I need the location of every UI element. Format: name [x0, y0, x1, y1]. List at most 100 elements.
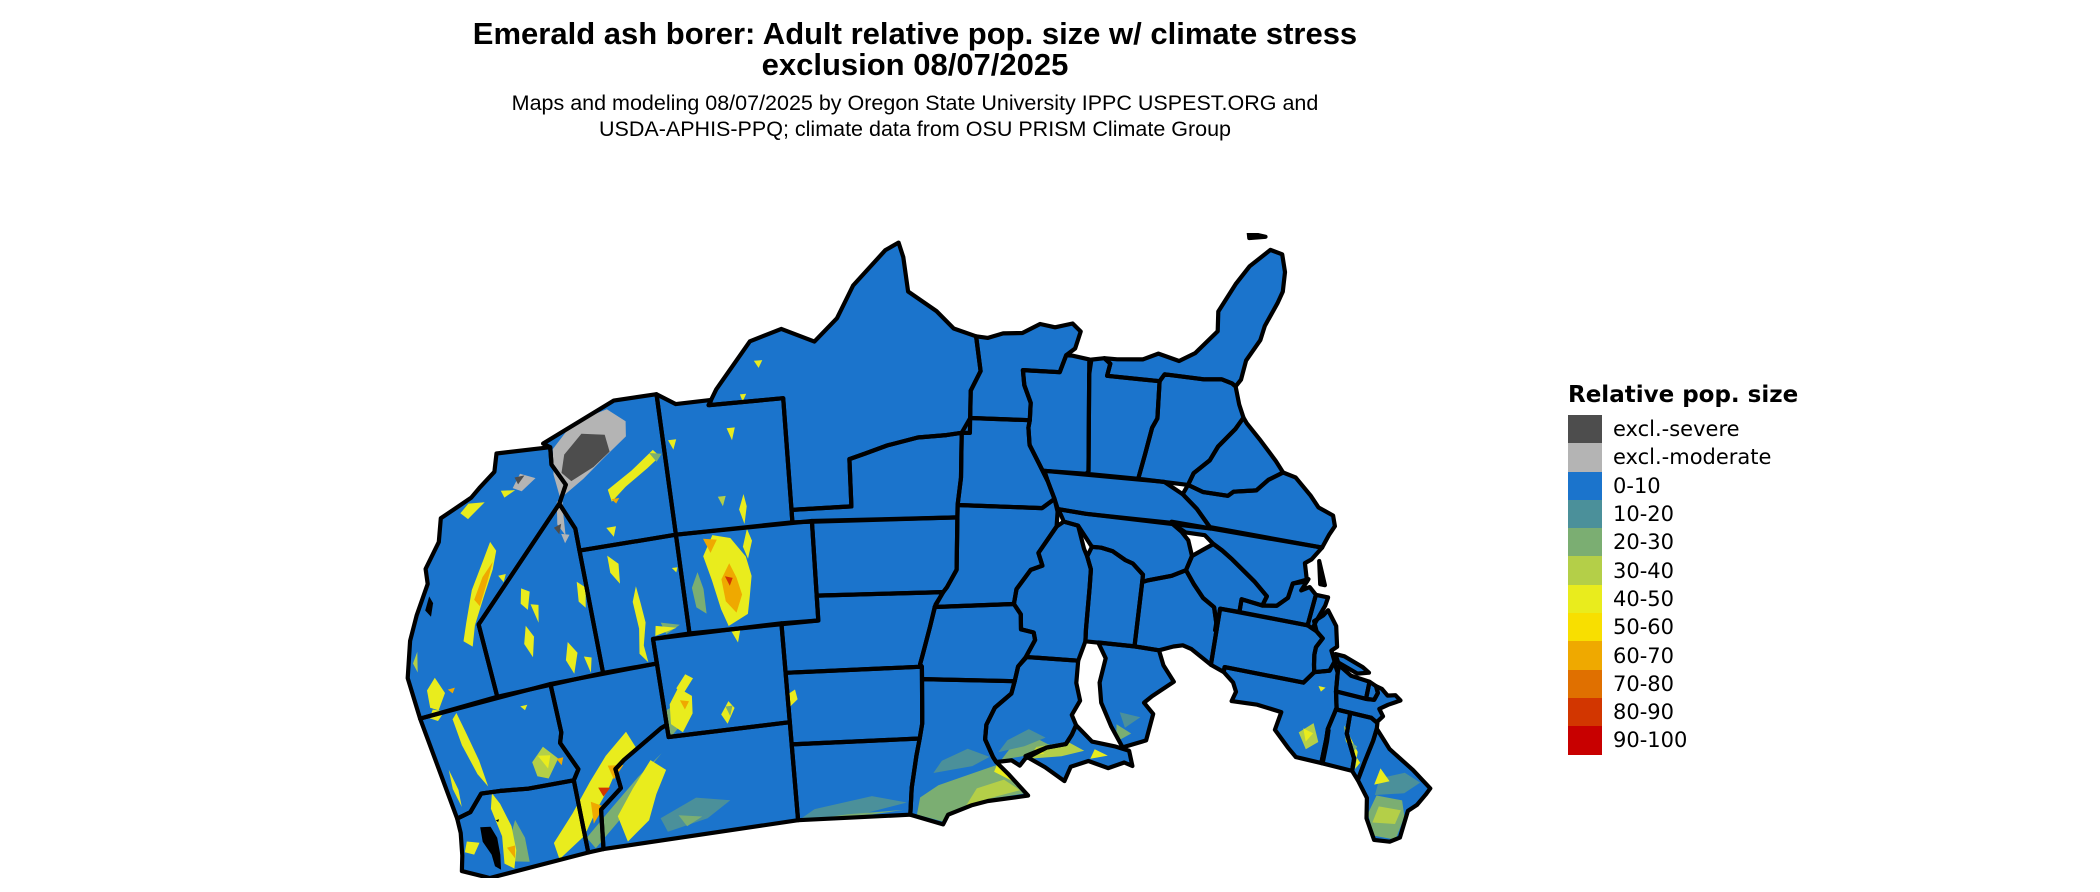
state-fill-MO [934, 498, 1058, 607]
legend-swatch-sev [1568, 415, 1602, 444]
terrain-patch-g [691, 572, 707, 614]
state-fill-OH [1134, 570, 1217, 665]
legend-item: excl.-severe [1568, 415, 1798, 444]
terrain-patch-y [606, 526, 616, 537]
terrain-patch-y [537, 755, 551, 769]
legend-swatch-gold [1568, 613, 1602, 642]
legend-swatch-r [1568, 726, 1602, 755]
terrain-patch-t [798, 796, 907, 821]
terrain-patch-y [1318, 686, 1326, 692]
legend-item: 30-40 [1568, 556, 1798, 585]
terrain-patch-y [676, 674, 693, 695]
legend-title: Relative pop. size [1568, 382, 1799, 408]
terrain-patch-mod [561, 533, 570, 544]
water-mark [495, 819, 500, 823]
terrain-patch-ro [724, 576, 733, 586]
legend-item: 50-60 [1568, 613, 1798, 642]
terrain-overlay [413, 360, 1421, 870]
legend-label: 30-40 [1613, 558, 1675, 583]
state-fill-NY [1223, 654, 1369, 764]
terrain-patch-ro [598, 787, 611, 797]
terrain-patch-o [679, 700, 689, 710]
state-border-NJ [1311, 608, 1340, 675]
legend-swatch-t [1568, 499, 1602, 529]
terrain-patch-y [553, 731, 636, 860]
terrain-patch-yg [1028, 741, 1085, 759]
state-fill-PA [1210, 608, 1323, 683]
terrain-patch-g [649, 453, 662, 462]
state-fill-WI [985, 657, 1081, 766]
legend-item: 10-20 [1568, 499, 1798, 529]
legend-item: 0-10 [1568, 471, 1798, 500]
subtitle-line-1: Maps and modeling 08/07/2025 by Oregon S… [511, 91, 1319, 115]
terrain-patch-y [1374, 768, 1390, 785]
terrain-patch-t [998, 729, 1046, 753]
legend-label: 0-10 [1613, 473, 1661, 498]
legend-swatch-b [1568, 471, 1602, 500]
legend-swatch-mod [1568, 443, 1602, 472]
state-fill-IL [1013, 521, 1091, 661]
terrain-patch-y [739, 393, 747, 402]
legend-item: excl.-moderate [1568, 443, 1798, 472]
legend: Relative pop. size excl.-severe excl.-mod… [1568, 382, 1798, 755]
terrain-patch-y [452, 713, 489, 787]
state-fill-MA [1335, 686, 1401, 723]
legend-item: 40-50 [1568, 584, 1798, 614]
terrain-patch-t [660, 797, 731, 832]
state-border-MA [1333, 684, 1403, 725]
state-fill-NE [781, 592, 944, 673]
state-fill-IA [920, 604, 1036, 682]
terrain-patch-y [524, 625, 534, 658]
terrain-patch-o [611, 497, 620, 504]
state-fill-NM [656, 394, 793, 535]
terrain-patch-o [703, 538, 717, 553]
legend-label: excl.-severe [1613, 417, 1740, 442]
terrain-patch-y [460, 502, 485, 520]
title-line-1: Emerald ash borer: Adult relative pop. s… [472, 16, 1358, 51]
terrain-patch-g [916, 764, 1027, 822]
terrain-patch-sev [553, 523, 562, 535]
legend-swatch-y [1568, 584, 1602, 614]
terrain-patch-y [427, 677, 445, 711]
legend-swatch-yg [1568, 556, 1602, 585]
terrain-patch-g [725, 705, 733, 716]
us-map-svg [405, 230, 1433, 881]
terrain-patch-y [742, 528, 752, 559]
terrain-patch-t [1119, 712, 1141, 728]
legend-item: 80-90 [1568, 697, 1798, 727]
state-fill-KY [1057, 509, 1192, 583]
state-fill-WA [457, 780, 589, 878]
state-fill-OK [791, 432, 962, 523]
state-fill-TX [708, 242, 981, 510]
state-fill-IN [1085, 546, 1143, 647]
terrain-patch-y [1303, 728, 1314, 742]
water-mark [425, 596, 434, 617]
legend-label: 90-100 [1613, 728, 1688, 753]
terrain-patch-y [731, 629, 741, 643]
terrain-patch-y [1090, 749, 1108, 759]
terrain-patch-y [520, 588, 530, 610]
legend-swatch-o [1568, 641, 1602, 670]
state-fill-VT [1321, 708, 1355, 771]
terrain-patch-y [753, 360, 763, 368]
state-fill-AR [957, 418, 1055, 509]
terrain-patch-y [617, 760, 667, 842]
legend-items: excl.-severe excl.-moderate 0-10 10-20 20-30… [1568, 415, 1798, 755]
terrain-patch-yg [966, 779, 1021, 806]
terrain-patch-y [607, 449, 660, 502]
state-border-MI [1023, 640, 1176, 784]
legend-label: 70-80 [1613, 671, 1675, 696]
terrain-patch-y [448, 769, 462, 807]
state-borders [405, 230, 1433, 881]
terrain-patch-y [739, 494, 747, 524]
terrain-patch-yg [717, 495, 726, 507]
terrain-patch-g [678, 815, 703, 827]
terrain-patch-y [530, 604, 539, 623]
terrain-patch-o [447, 687, 455, 694]
subtitle-line-2: USDA-APHIS-PPQ; climate data from OSU PR… [598, 117, 1232, 141]
terrain-patch-y [632, 586, 649, 663]
legend-item: 20-30 [1568, 528, 1798, 557]
legend-label: 50-60 [1613, 615, 1675, 640]
state-fill-WV [1186, 544, 1267, 631]
terrain-patch-y [726, 427, 735, 441]
